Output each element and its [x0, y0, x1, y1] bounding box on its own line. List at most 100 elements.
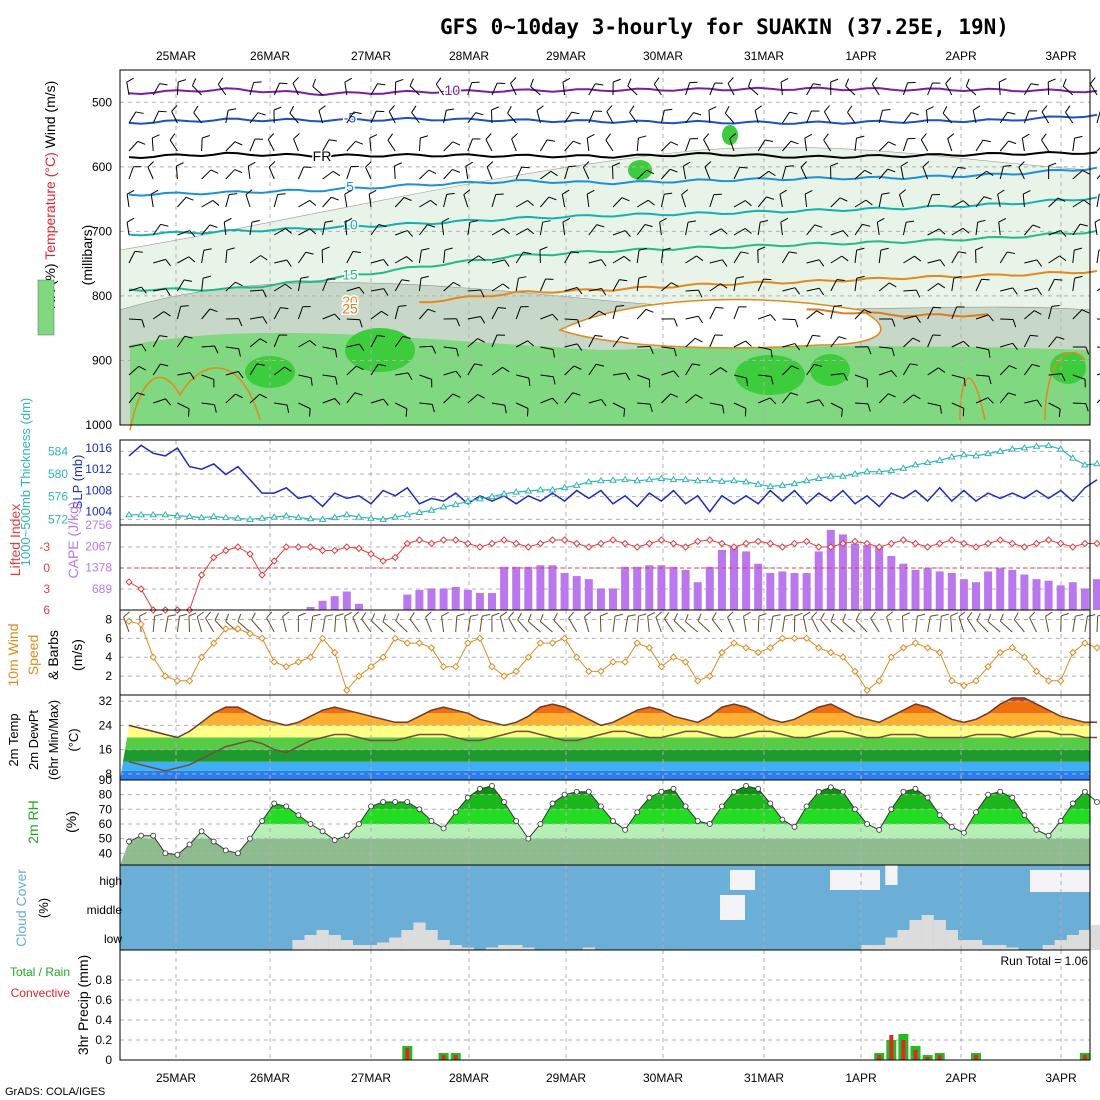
data-marker	[633, 639, 641, 647]
precip-convective-bar	[441, 1055, 446, 1060]
wind-barb-flag	[888, 393, 896, 398]
wind-barb-flag	[621, 197, 630, 202]
wind-barb	[418, 250, 422, 264]
temp-band	[120, 770, 1090, 780]
wind-barb-flag	[911, 112, 920, 116]
wind-barb-flag	[482, 613, 491, 617]
wind-barb-flag	[942, 105, 948, 114]
wind-barb-flag	[402, 335, 411, 339]
wind-barb	[947, 138, 953, 152]
data-marker	[947, 453, 956, 460]
wind-barb	[491, 307, 499, 320]
wind-barb-flag	[788, 251, 798, 254]
wind-barb-flag	[245, 189, 253, 196]
wind-barb	[830, 306, 835, 320]
y-tick-label: 689	[92, 582, 112, 596]
wind-barb	[830, 279, 838, 292]
wind-barb-flag	[818, 259, 825, 267]
axis-label: CAPE (J/kg)	[65, 501, 81, 578]
wind-barb	[673, 620, 686, 633]
wind-barb-flag	[465, 161, 473, 167]
y-tick-label: 900	[92, 353, 112, 367]
wind-barb	[647, 616, 650, 633]
low-cloud-bar	[486, 947, 499, 950]
wind-barb-flag	[692, 363, 701, 366]
data-marker	[318, 634, 327, 643]
wind-barb	[806, 224, 816, 236]
cape-bar	[1056, 585, 1065, 610]
wind-barb-flag	[325, 614, 334, 617]
cape-bar	[778, 571, 787, 610]
wind-barb	[661, 168, 671, 180]
wind-barb	[1041, 139, 1050, 152]
data-marker	[935, 648, 944, 657]
wind-barb-flag	[804, 133, 813, 139]
wind-barb	[697, 620, 711, 633]
wind-barb	[249, 289, 264, 292]
y-tick-label: 0.4	[95, 1013, 112, 1027]
wind-barb-flag	[504, 405, 507, 414]
wind-barb	[249, 316, 263, 320]
wind-barb-flag	[309, 200, 317, 206]
wind-barb-flag	[600, 259, 607, 267]
data-marker	[863, 467, 871, 475]
wind-barb	[902, 112, 912, 124]
wind-barb	[395, 620, 408, 633]
wind-barb	[951, 278, 955, 292]
wind-barb-flag	[673, 318, 678, 327]
data-marker	[706, 821, 713, 827]
wind-barb-flag	[453, 281, 461, 287]
wind-barb-flag	[939, 259, 946, 267]
wind-barb	[128, 343, 142, 348]
wind-barb-flag	[847, 105, 853, 113]
temp-band	[120, 749, 1090, 762]
data-marker	[524, 543, 533, 551]
x-tick-label: 25MAR	[156, 1071, 196, 1085]
wind-barb-flag	[234, 169, 243, 174]
wind-barb-flag	[708, 106, 717, 111]
wind-barb-flag	[237, 371, 244, 379]
wind-barb	[346, 286, 360, 292]
wind-barb-flag	[779, 189, 788, 195]
wind-barb	[425, 616, 432, 633]
wind-barb-flag	[576, 343, 583, 351]
data-marker	[669, 653, 678, 661]
wind-barb-flag	[176, 162, 184, 167]
wind-barb	[418, 278, 422, 292]
wind-barb	[249, 82, 255, 96]
wind-barb-flag	[1059, 255, 1067, 262]
bottom-date-axis: 25MAR 26MAR 27MAR 28MAR 29MAR 30MAR 31MAR 1APR 2…	[156, 1071, 1077, 1085]
data-marker	[391, 553, 399, 562]
cape-bar	[959, 579, 968, 610]
wind-barb-flag	[766, 196, 775, 200]
wind-barb	[419, 402, 433, 405]
wind-barb	[922, 166, 929, 180]
data-marker	[935, 456, 944, 463]
wind-barb-flag	[455, 370, 462, 378]
cape-bar	[621, 566, 630, 610]
wind-barb-flag	[401, 279, 410, 282]
wind-barb	[515, 340, 528, 348]
wind-barb-flag	[1008, 392, 1017, 396]
wind-barb	[247, 166, 251, 180]
low-cloud-bar	[340, 940, 353, 950]
data-marker	[754, 480, 763, 487]
wind-barb	[322, 346, 336, 350]
wind-barb	[1096, 250, 1100, 264]
wind-barb	[491, 228, 504, 236]
wind-barb	[685, 621, 699, 633]
low-cloud-bar	[304, 935, 317, 950]
wind-barb-flag	[441, 611, 449, 617]
cape-bar	[693, 582, 702, 610]
data-marker	[294, 543, 303, 551]
wind-barb	[1096, 288, 1100, 292]
wind-barb	[515, 306, 522, 320]
low-cloud-bar	[413, 922, 426, 950]
wind-barb	[588, 110, 595, 124]
wind-barb	[588, 398, 602, 404]
y-tick-label: 2	[105, 669, 112, 683]
wind-barb	[1021, 138, 1025, 152]
wind-barb-flag	[912, 337, 921, 343]
data-marker	[162, 850, 169, 857]
data-marker	[633, 476, 642, 484]
